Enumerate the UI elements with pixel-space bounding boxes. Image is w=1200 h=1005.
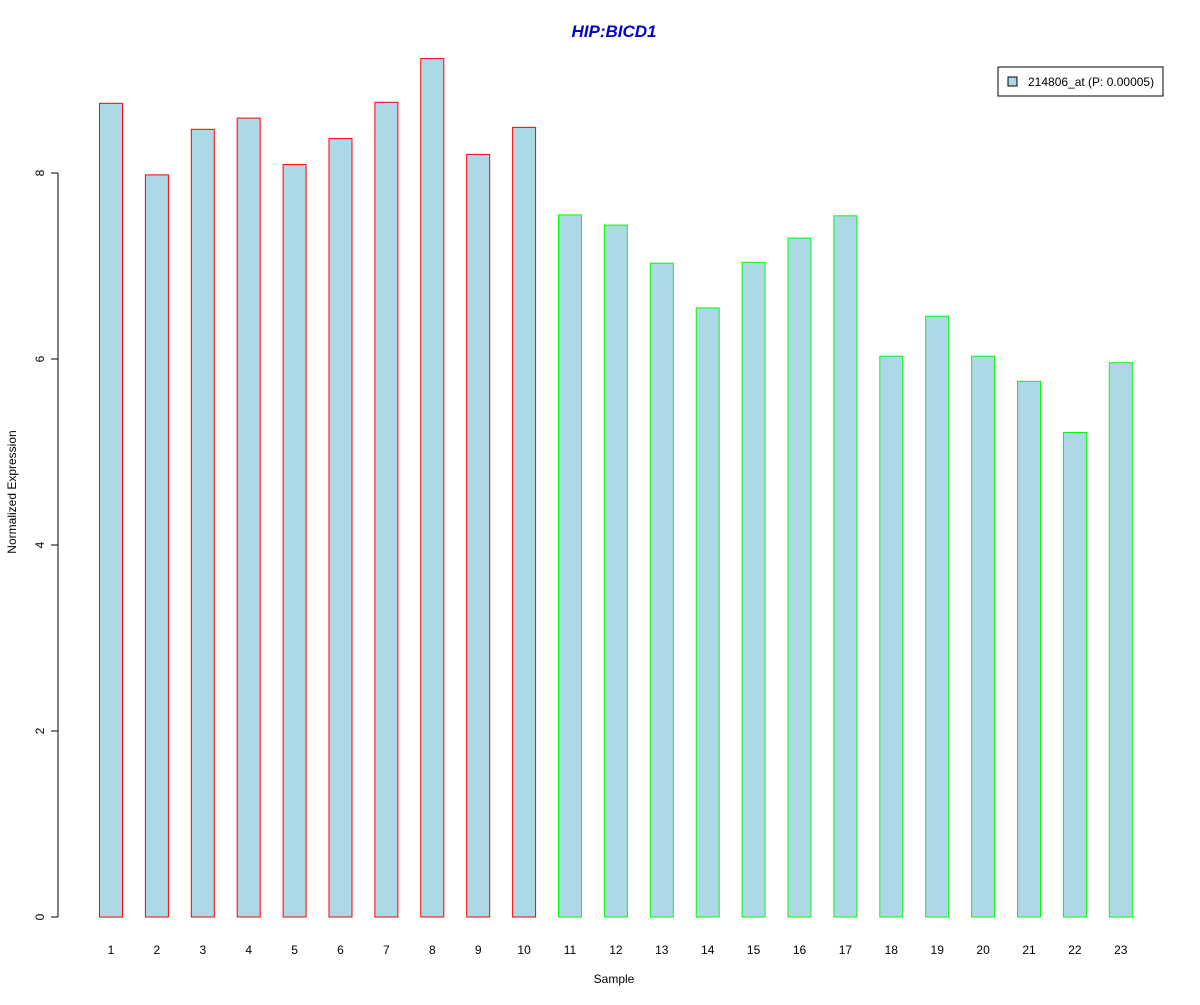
bar-sample-7 — [374, 101, 399, 918]
bar-sample-17 — [833, 215, 858, 918]
bar-sample-5 — [282, 164, 307, 918]
x-tick-label: 11 — [564, 943, 577, 957]
legend-label: 214806_at (P: 0.00005) — [1028, 75, 1154, 89]
x-tick-label: 10 — [517, 943, 531, 957]
x-tick-label: 16 — [793, 943, 807, 957]
x-tick-label: 19 — [931, 943, 945, 957]
bar-sample-8 — [420, 58, 445, 918]
x-tick-label: 15 — [747, 943, 761, 957]
bar-sample-4 — [236, 117, 261, 918]
x-axis-labels: 1 2 3 4 5 6 7 8 9 10 11 12 13 14 15 16 17 18 19 20 21 22 23 — [108, 943, 1128, 957]
x-tick-label: 22 — [1068, 943, 1082, 957]
x-tick-label: 14 — [701, 943, 715, 957]
bars-layer — [99, 58, 1133, 918]
x-tick-label: 5 — [291, 943, 298, 957]
bar-sample-1 — [99, 102, 123, 918]
legend: 214806_at (P: 0.00005) — [997, 66, 1164, 97]
x-tick-label: 1 — [108, 943, 115, 957]
y-tick-label: 0 — [33, 913, 47, 920]
legend-swatch — [1007, 76, 1018, 87]
x-tick-label: 3 — [199, 943, 206, 957]
chart-title: HIP:BICD1 — [571, 22, 656, 41]
x-tick-label: 12 — [609, 943, 623, 957]
bar-sample-22 — [1062, 432, 1087, 918]
y-tick-label: 8 — [33, 169, 47, 176]
x-tick-label: 18 — [885, 943, 899, 957]
x-tick-label: 21 — [1022, 943, 1036, 957]
bar-sample-11 — [558, 214, 582, 918]
x-tick-label: 4 — [245, 943, 252, 957]
x-axis-title: Sample — [594, 972, 635, 986]
y-tick-label: 6 — [33, 355, 47, 362]
x-tick-label: 2 — [154, 943, 161, 957]
bar-sample-13 — [649, 262, 674, 918]
bar-sample-2 — [144, 174, 169, 918]
bar-sample-9 — [466, 153, 491, 918]
bar-sample-20 — [971, 355, 996, 918]
bar-sample-23 — [1108, 362, 1133, 918]
x-tick-label: 6 — [337, 943, 344, 957]
y-tick-label: 2 — [33, 727, 47, 734]
x-tick-label: 8 — [429, 943, 436, 957]
bar-sample-12 — [603, 224, 628, 918]
legend-box — [997, 66, 1164, 97]
x-tick-label: 20 — [976, 943, 990, 957]
x-tick-label: 13 — [655, 943, 669, 957]
bar-sample-6 — [328, 138, 353, 918]
x-tick-label: 9 — [475, 943, 482, 957]
bar-sample-10 — [512, 126, 537, 918]
bar-sample-15 — [741, 261, 766, 918]
bar-sample-21 — [1017, 380, 1041, 918]
x-tick-label: 7 — [383, 943, 390, 957]
bar-sample-14 — [695, 307, 720, 918]
bar-sample-18 — [879, 355, 904, 918]
y-tick-label: 4 — [33, 541, 47, 548]
y-axis-title: Normalized Expression — [5, 430, 19, 553]
bar-sample-3 — [190, 128, 215, 918]
bar-sample-16 — [787, 237, 812, 918]
x-tick-label: 23 — [1114, 943, 1128, 957]
y-axis: 0 2 4 6 8 — [33, 169, 59, 920]
bar-sample-19 — [925, 315, 950, 918]
x-tick-label: 17 — [839, 943, 853, 957]
